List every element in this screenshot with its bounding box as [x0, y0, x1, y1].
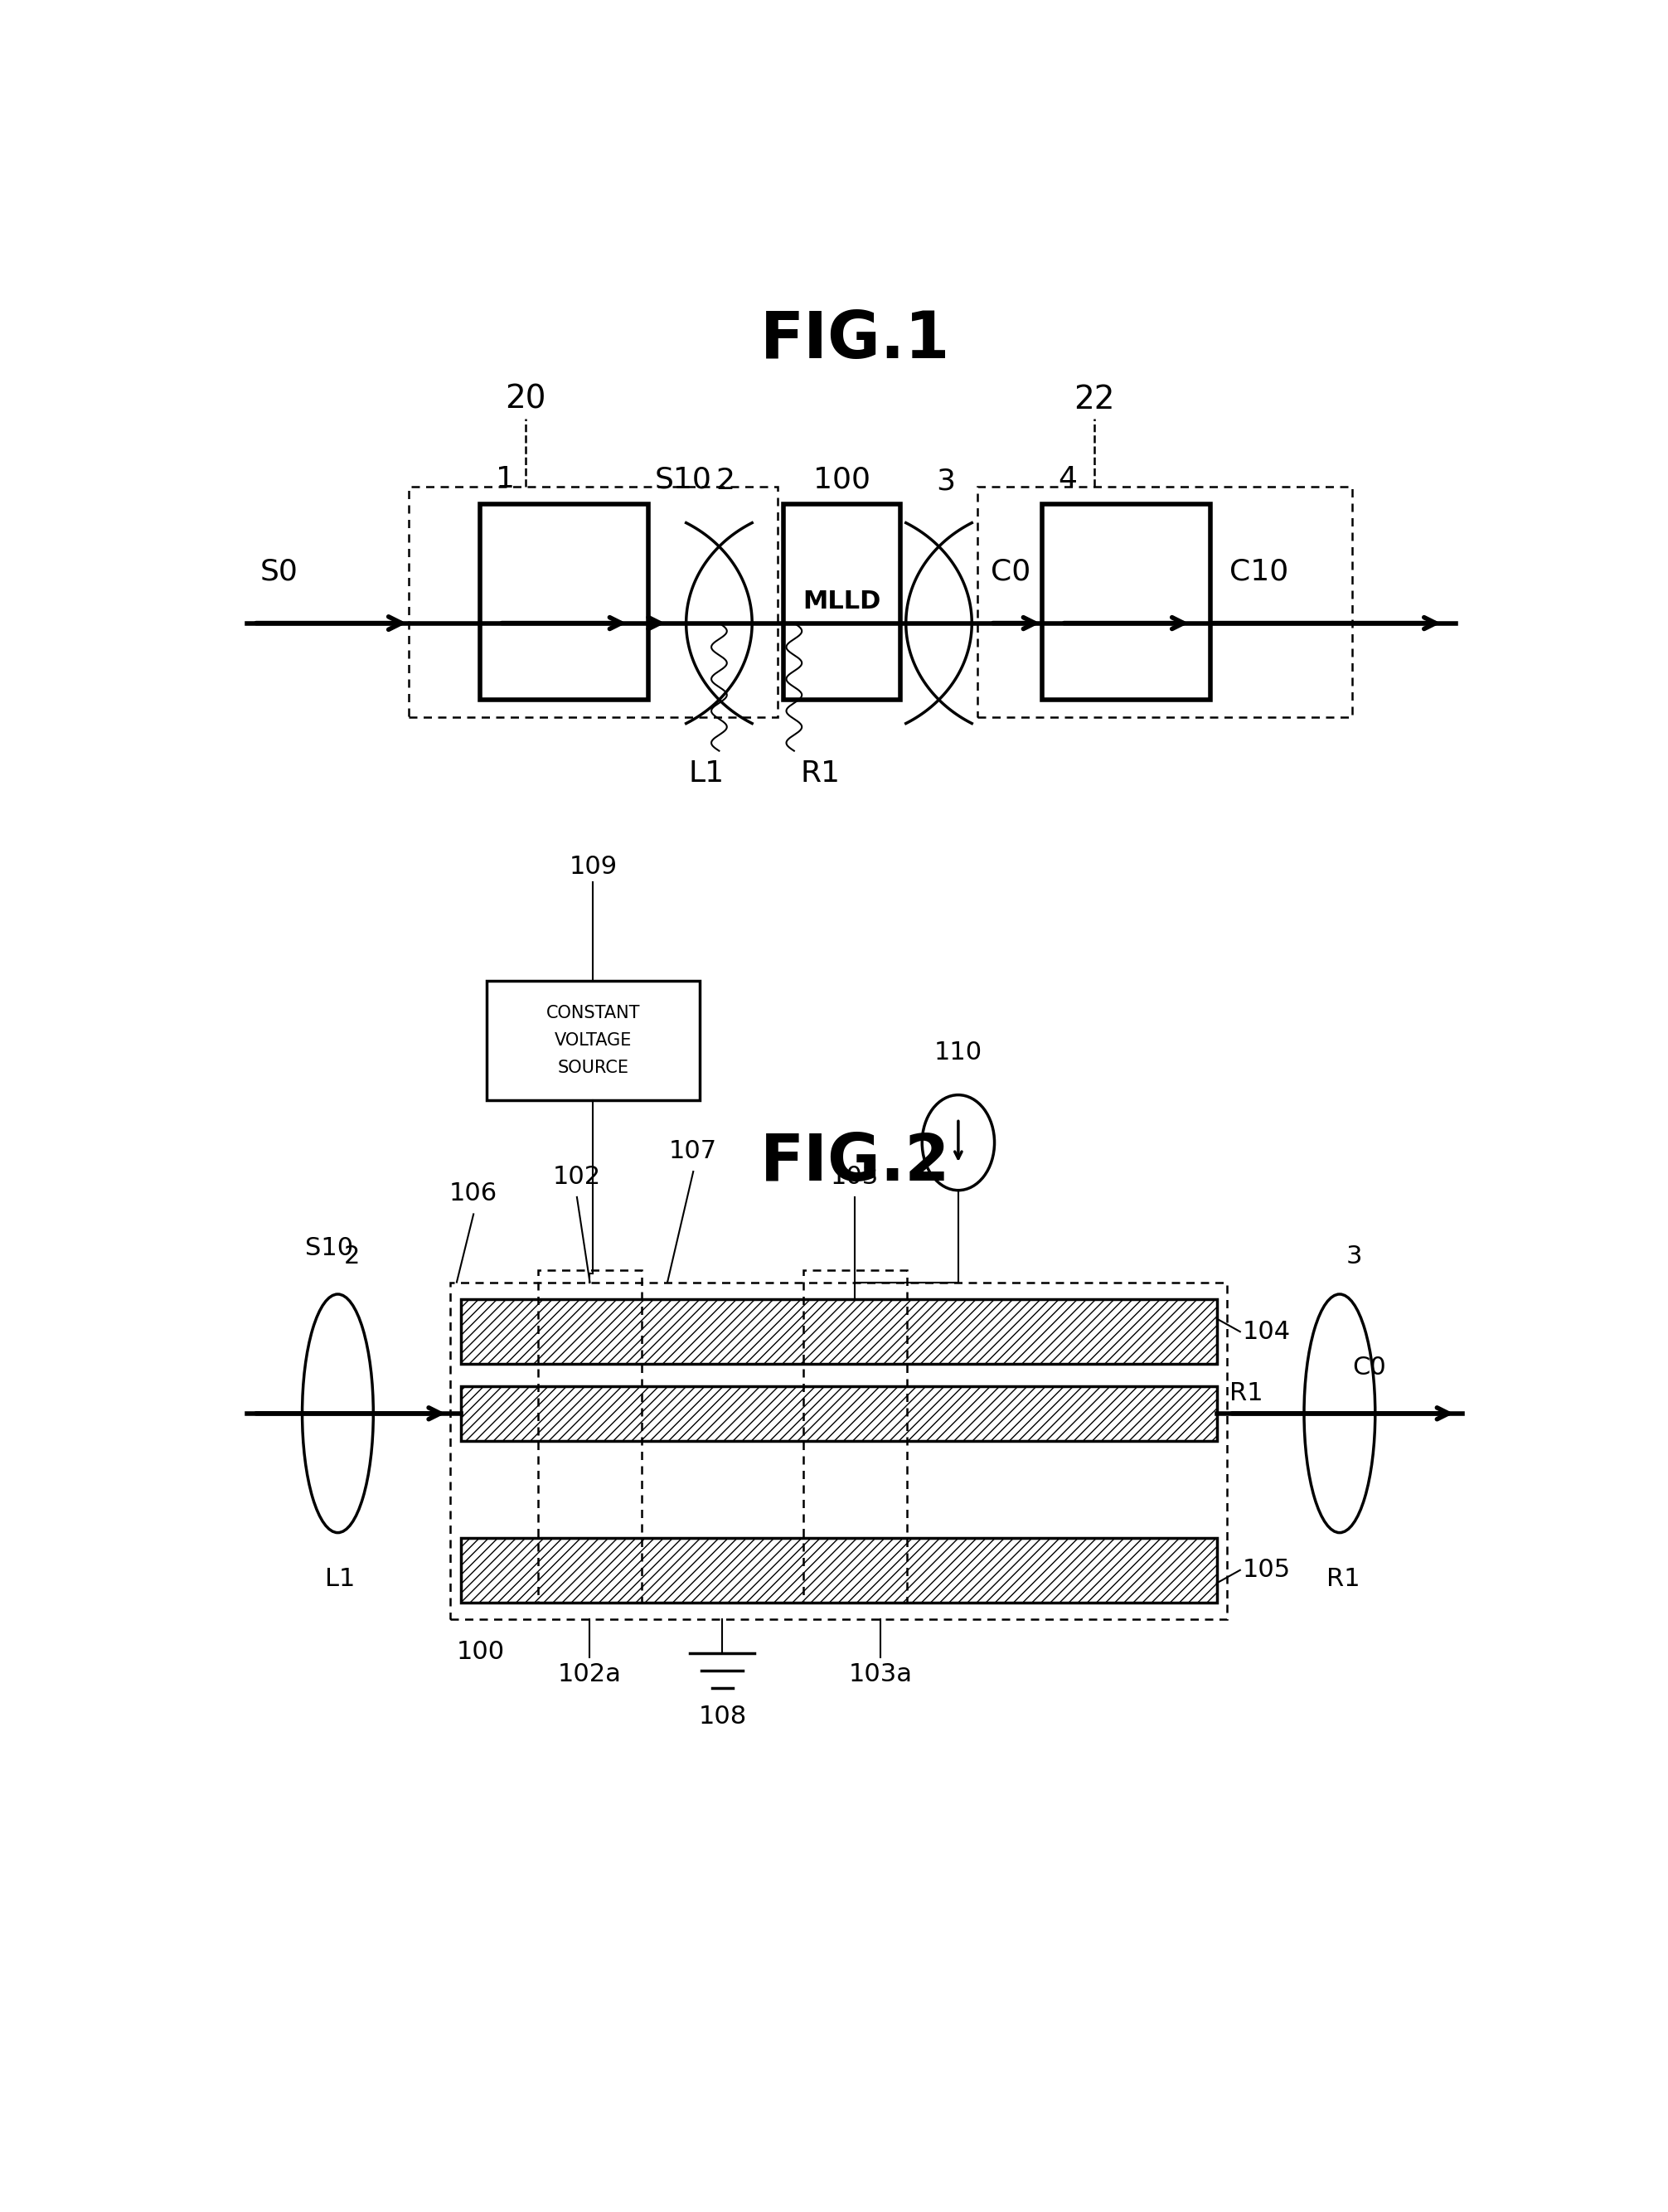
Text: 100: 100	[457, 1639, 505, 1663]
Text: 3: 3	[936, 467, 954, 495]
Text: S10: S10	[305, 1237, 354, 1261]
Bar	[977, 487, 1353, 717]
Text: 20: 20	[505, 385, 545, 416]
Text: S0: S0	[260, 557, 299, 586]
Text: C0: C0	[991, 557, 1031, 586]
Bar	[480, 504, 647, 699]
Text: FIG.1: FIG.1	[759, 307, 951, 372]
Text: R1: R1	[801, 759, 841, 787]
Text: 106: 106	[449, 1181, 497, 1206]
Bar	[460, 1537, 1216, 1601]
Text: 1: 1	[495, 465, 514, 493]
Text: 102a: 102a	[559, 1661, 622, 1686]
Text: 110: 110	[934, 1040, 982, 1064]
Bar	[460, 1298, 1216, 1365]
Text: VOLTAGE: VOLTAGE	[554, 1033, 632, 1048]
Text: 100: 100	[814, 465, 871, 493]
Bar	[784, 504, 901, 699]
Text: 3: 3	[1346, 1245, 1363, 1270]
Bar	[460, 1387, 1216, 1440]
Text: R1: R1	[1229, 1380, 1263, 1405]
Bar	[487, 980, 699, 1099]
Text: 4: 4	[1058, 465, 1078, 493]
Text: 103: 103	[831, 1164, 879, 1188]
Text: L1: L1	[325, 1566, 355, 1590]
Bar	[539, 1270, 642, 1601]
Text: S10: S10	[654, 465, 712, 493]
Text: 2: 2	[344, 1245, 360, 1270]
Bar	[409, 487, 777, 717]
Text: 22: 22	[1074, 385, 1114, 416]
Bar	[1042, 504, 1211, 699]
Text: 104: 104	[1243, 1321, 1291, 1343]
Text: 103a: 103a	[849, 1661, 912, 1686]
Text: 109: 109	[569, 854, 617, 878]
Text: 107: 107	[669, 1139, 717, 1164]
Text: C0: C0	[1353, 1356, 1386, 1380]
Text: 102: 102	[552, 1164, 600, 1188]
Text: L1: L1	[689, 759, 724, 787]
Text: 105: 105	[1243, 1557, 1291, 1582]
Text: FIG.2: FIG.2	[759, 1130, 951, 1194]
Text: 108: 108	[699, 1705, 747, 1730]
Text: MLLD: MLLD	[802, 591, 881, 615]
Text: 2: 2	[716, 467, 736, 495]
Text: CONSTANT: CONSTANT	[545, 1004, 641, 1022]
Bar	[450, 1283, 1228, 1619]
Text: SOURCE: SOURCE	[557, 1060, 629, 1075]
Text: C10: C10	[1229, 557, 1289, 586]
Bar	[804, 1270, 906, 1601]
Text: R1: R1	[1326, 1566, 1361, 1590]
